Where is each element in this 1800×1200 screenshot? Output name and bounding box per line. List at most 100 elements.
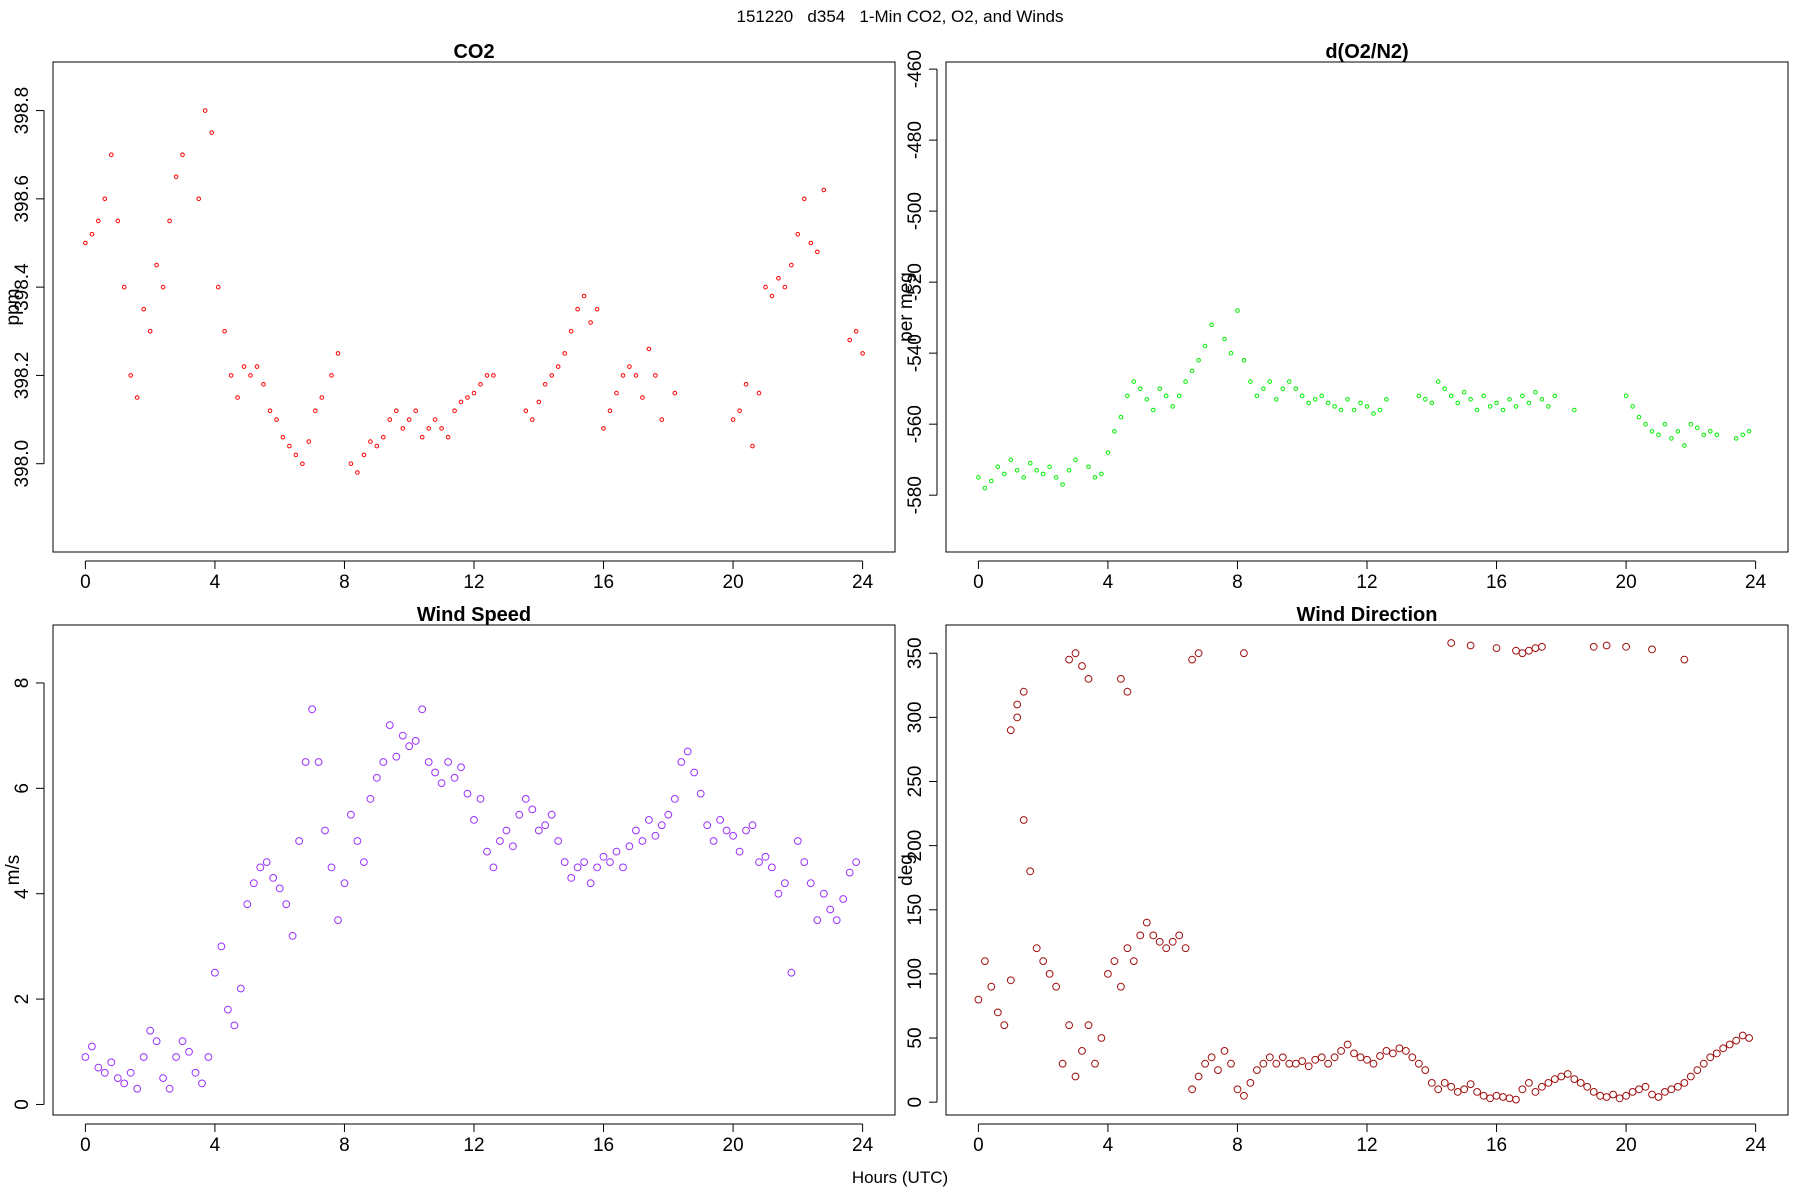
data-point [1045,970,1054,978]
series-points [974,639,1753,1104]
y-axis-label: deg [896,854,917,886]
x-tick-label: 20 [1616,572,1637,593]
data-point [180,152,185,157]
data-point [1138,386,1143,392]
data-point [646,346,652,352]
data-point [523,408,529,414]
data-point [586,879,595,888]
data-point [1531,1088,1540,1096]
data-point [173,174,179,180]
data-point [672,390,678,396]
data-point [360,858,368,866]
data-point [1207,1053,1216,1062]
data-point [444,758,453,766]
data-point [860,351,865,356]
data-point [976,475,981,480]
data-point [593,863,601,872]
data-point [1648,645,1656,654]
data-point [115,218,121,224]
data-point [484,373,490,378]
data-point [228,373,234,378]
x-tick-label: 16 [1486,1135,1507,1156]
data-point [1414,1059,1423,1068]
data-point [1188,1085,1196,1094]
data-point [165,1084,174,1093]
data-point [300,461,305,467]
data-point [1706,1053,1715,1062]
data-point [1448,393,1454,399]
x-tick-label: 12 [1356,1135,1377,1156]
chart-panel-2: d(O2/N2) 0 4 8 12 16 20 24 -580 -560 -540 -520 -500 -… [896,41,1789,593]
data-point [1369,1059,1378,1068]
x-tick-label: 12 [463,572,484,593]
data-point [1086,464,1091,470]
data-point [147,329,153,334]
data-point [172,1053,181,1061]
data-point [664,810,673,819]
data-point [1337,1047,1345,1055]
data-point [1065,1021,1073,1030]
data-point [1071,1072,1080,1081]
data-point [1513,404,1519,409]
data-point [541,821,550,830]
data-point [625,842,634,851]
data-point [1680,1079,1689,1087]
data-point [368,439,373,444]
data-point [594,306,600,312]
data-point [1149,931,1158,940]
data-point [374,443,380,449]
data-point [651,831,660,840]
data-point [88,1042,96,1051]
data-point [198,1079,206,1088]
data-point [1112,429,1117,434]
data-point [554,837,563,845]
data-point [808,240,814,246]
data-point [787,968,796,977]
data-point [1636,414,1642,420]
data-point [1013,700,1022,709]
data-point [1240,1091,1248,1100]
data-point [1298,1057,1307,1065]
y-tick-label: 8 [12,678,33,689]
data-point [567,874,576,882]
data-point [1351,407,1357,413]
data-point [314,758,323,766]
data-point [1455,400,1460,406]
data-point [1552,393,1558,399]
data-point [1052,982,1060,991]
data-point [981,957,989,965]
data-point [1201,1059,1209,1068]
data-point [1196,358,1201,363]
data-point [1622,642,1630,651]
plot-frame [945,624,1789,1116]
data-point [256,863,265,872]
data-point [847,337,853,343]
data-point [152,1037,161,1046]
x-tick-label: 8 [1232,572,1243,593]
data-point [761,852,770,861]
data-point [419,434,425,440]
data-point [96,218,101,224]
data-point [1142,918,1151,927]
data-point [502,826,511,835]
data-point [1719,1044,1728,1053]
x-tick-label: 8 [339,572,350,593]
data-point [1576,1079,1585,1087]
data-point [134,395,140,400]
data-point [372,773,381,782]
data-point [293,452,299,458]
data-point [1474,407,1480,413]
y-axis-label: m/s [3,855,24,886]
data-point [282,900,291,909]
data-point [515,810,524,819]
data-point [1648,1090,1656,1099]
data-point [776,276,781,281]
data-point [1299,393,1305,399]
data-point [1144,397,1150,402]
data-point [1324,1059,1332,1068]
data-point [381,434,386,440]
data-point [683,747,692,756]
data-point [1235,308,1240,313]
data-point [241,364,247,369]
data-point [1110,957,1119,965]
